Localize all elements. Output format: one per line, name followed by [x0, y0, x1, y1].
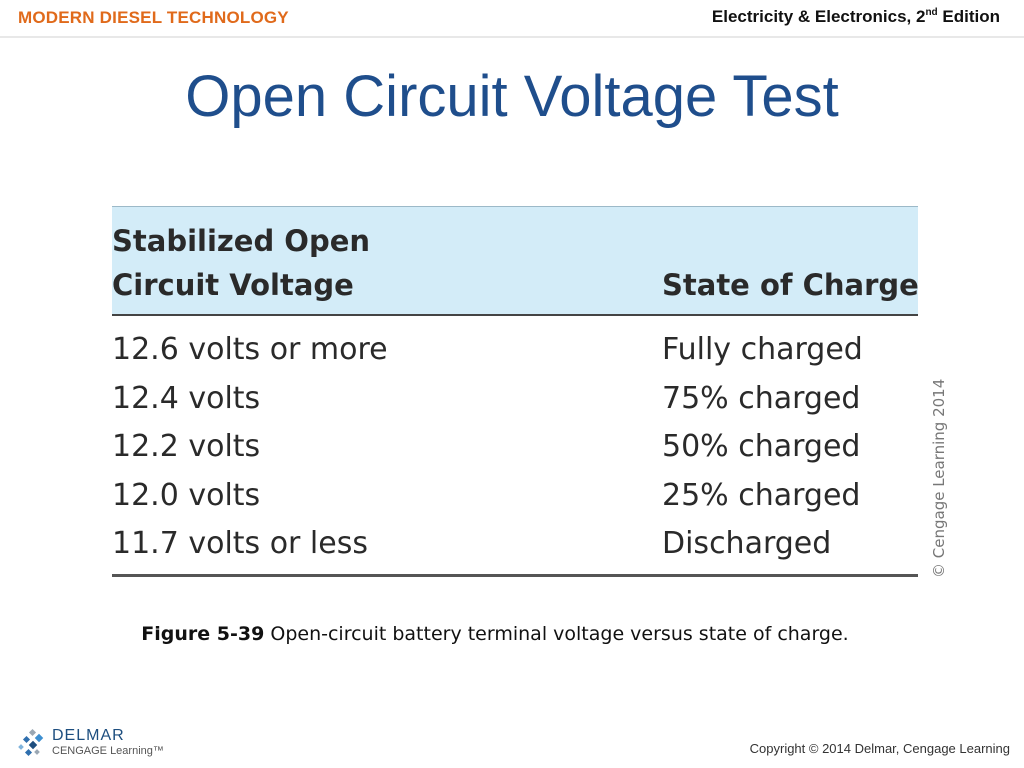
voltage-cell: 12.6 volts or more [112, 332, 388, 367]
edition-suffix: Edition [937, 7, 1000, 26]
table-row: 11.7 volts or less Discharged [112, 522, 918, 571]
header-voltage-line1: Stabilized Open [112, 224, 371, 258]
edition-superscript: nd [925, 7, 938, 18]
delmar-logo-icon [18, 728, 44, 757]
slide-header: MODERN DIESEL TECHNOLOGY Electricity & E… [0, 0, 1024, 36]
logo-subtitle: CENGAGE Learning™ [52, 745, 164, 757]
edition-title: Electricity & Electronics, 2nd Edition [712, 7, 1000, 27]
header-voltage-line2: Circuit Voltage [112, 268, 354, 302]
voltage-cell: 12.0 volts [112, 477, 261, 513]
voltage-cell: 12.4 volts [112, 380, 261, 416]
header-rule [112, 314, 918, 316]
voltage-cell: 12.2 volts [112, 429, 261, 464]
table-header: Stabilized Open Circuit Voltage State of… [112, 206, 919, 315]
edition-prefix: Electricity & Electronics, 2 [711, 7, 926, 26]
figure-caption: Figure 5-39 Open-circuit battery termina… [0, 623, 990, 645]
state-cell: Discharged [662, 526, 832, 561]
logo-subtitle-text: CENGAGE Learning [52, 745, 153, 757]
figure-label: Figure 5-39 [141, 623, 265, 645]
state-cell: 50% charged [662, 429, 861, 464]
table-row: 12.6 volts or more Fully charged [112, 328, 918, 377]
table-row: 12.0 volts 25% charged [112, 474, 918, 523]
delmar-logo: DELMAR CENGAGE Learning™ [16, 726, 186, 762]
state-cell: 25% charged [662, 477, 861, 513]
voltage-cell: 11.7 volts or less [112, 526, 368, 561]
image-credit: © Cengage Learning 2014 [930, 378, 948, 578]
header-state-column: State of Charge [662, 268, 919, 302]
brand-title: MODERN DIESEL TECHNOLOGY [18, 8, 289, 27]
state-cell: 75% charged [662, 380, 861, 416]
logo-trademark: ™ [152, 745, 164, 757]
header-divider [0, 36, 1024, 38]
figure-text: Open-circuit battery terminal voltage ve… [264, 623, 849, 645]
table-body: 12.6 volts or more Fully charged 12.4 vo… [112, 328, 918, 571]
state-cell: Fully charged [662, 332, 863, 367]
logo-name: DELMAR [52, 727, 125, 744]
table-row: 12.2 volts 50% charged [112, 425, 918, 474]
table-row: 12.4 volts 75% charged [112, 377, 918, 426]
copyright-notice: Copyright © 2014 Delmar, Cengage Learnin… [749, 741, 1010, 756]
header-voltage-column: Stabilized Open Circuit Voltage [112, 219, 512, 307]
voltage-table: Stabilized Open Circuit Voltage State of… [112, 206, 919, 578]
table-bottom-rule [112, 574, 918, 577]
slide-title: Open Circuit Voltage Test [185, 64, 839, 129]
